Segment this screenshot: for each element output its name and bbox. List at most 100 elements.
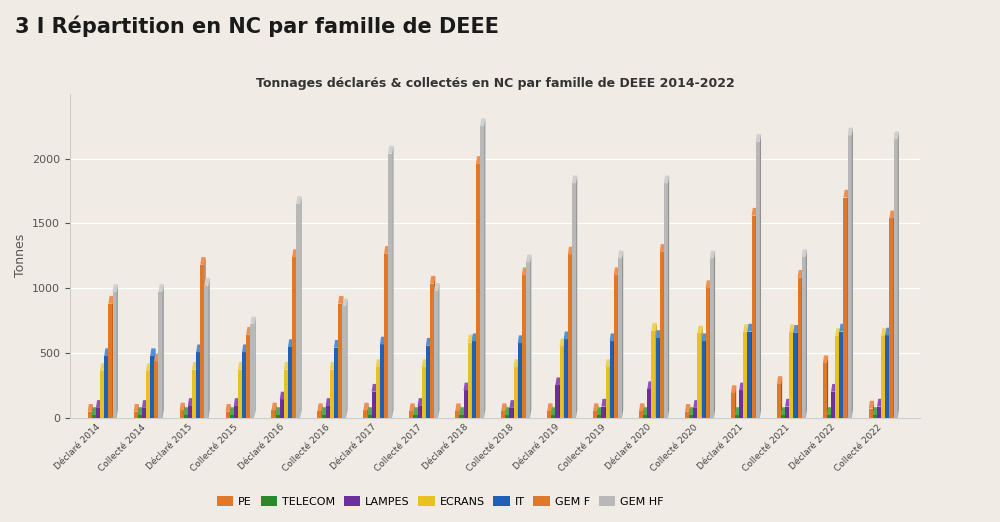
Polygon shape	[342, 296, 343, 418]
Polygon shape	[104, 348, 110, 356]
Polygon shape	[200, 265, 204, 418]
Polygon shape	[777, 376, 782, 384]
Polygon shape	[514, 359, 519, 367]
Polygon shape	[158, 284, 164, 292]
Polygon shape	[839, 331, 843, 418]
Polygon shape	[835, 384, 836, 418]
Polygon shape	[798, 270, 803, 278]
Polygon shape	[372, 392, 376, 418]
Polygon shape	[526, 255, 531, 262]
Polygon shape	[196, 352, 200, 418]
Polygon shape	[685, 404, 690, 412]
Polygon shape	[601, 407, 606, 418]
Polygon shape	[660, 244, 665, 252]
Polygon shape	[138, 407, 143, 415]
Polygon shape	[150, 356, 154, 418]
Polygon shape	[292, 339, 293, 418]
Polygon shape	[138, 404, 139, 418]
Polygon shape	[518, 336, 523, 343]
Polygon shape	[522, 267, 527, 275]
Polygon shape	[384, 337, 385, 418]
Polygon shape	[158, 353, 160, 418]
Polygon shape	[668, 175, 669, 418]
Polygon shape	[188, 398, 193, 406]
Polygon shape	[555, 385, 560, 418]
Polygon shape	[706, 280, 711, 288]
Polygon shape	[250, 327, 251, 418]
Polygon shape	[230, 407, 235, 415]
Polygon shape	[438, 283, 439, 418]
Polygon shape	[384, 246, 389, 254]
Polygon shape	[685, 412, 689, 418]
Polygon shape	[848, 127, 853, 135]
Polygon shape	[823, 355, 828, 363]
Polygon shape	[117, 284, 118, 418]
Polygon shape	[204, 286, 209, 418]
Polygon shape	[743, 324, 749, 332]
Polygon shape	[108, 304, 112, 418]
Polygon shape	[643, 404, 644, 418]
Polygon shape	[693, 408, 697, 418]
Polygon shape	[368, 407, 373, 415]
Polygon shape	[464, 407, 465, 418]
Polygon shape	[158, 292, 163, 418]
Polygon shape	[154, 361, 158, 418]
Polygon shape	[250, 324, 254, 418]
Polygon shape	[180, 402, 185, 410]
Polygon shape	[346, 299, 348, 418]
Polygon shape	[192, 370, 196, 418]
Polygon shape	[112, 296, 114, 418]
Polygon shape	[430, 276, 435, 283]
Polygon shape	[242, 362, 243, 418]
Polygon shape	[835, 336, 839, 418]
Polygon shape	[610, 359, 611, 418]
Polygon shape	[509, 400, 515, 408]
Polygon shape	[100, 363, 105, 371]
Polygon shape	[555, 377, 561, 385]
Polygon shape	[827, 415, 831, 418]
Polygon shape	[242, 345, 247, 352]
Polygon shape	[802, 270, 803, 418]
Polygon shape	[288, 362, 289, 418]
Polygon shape	[831, 392, 835, 418]
Polygon shape	[112, 284, 118, 292]
Polygon shape	[664, 183, 668, 418]
Polygon shape	[468, 335, 473, 342]
Polygon shape	[146, 363, 151, 371]
Polygon shape	[551, 407, 557, 415]
Polygon shape	[873, 407, 878, 415]
Polygon shape	[434, 291, 438, 418]
Polygon shape	[326, 398, 331, 406]
Polygon shape	[372, 384, 377, 392]
Polygon shape	[296, 196, 302, 204]
Polygon shape	[338, 340, 339, 418]
Polygon shape	[204, 257, 206, 418]
Polygon shape	[869, 401, 874, 409]
Polygon shape	[246, 345, 247, 418]
Polygon shape	[618, 258, 622, 418]
Polygon shape	[702, 326, 703, 418]
Polygon shape	[710, 251, 715, 258]
Polygon shape	[606, 399, 607, 418]
Polygon shape	[731, 385, 736, 393]
Polygon shape	[505, 415, 509, 418]
Polygon shape	[284, 392, 285, 418]
Polygon shape	[843, 197, 848, 418]
Polygon shape	[276, 415, 280, 418]
Polygon shape	[154, 353, 160, 361]
Polygon shape	[422, 359, 427, 367]
Polygon shape	[560, 339, 565, 347]
Polygon shape	[530, 255, 531, 418]
Polygon shape	[476, 334, 477, 418]
Y-axis label: Tonnes: Tonnes	[14, 234, 27, 277]
Polygon shape	[480, 126, 484, 418]
Polygon shape	[150, 363, 151, 418]
Polygon shape	[839, 328, 841, 418]
Polygon shape	[714, 251, 715, 418]
Polygon shape	[413, 407, 419, 415]
Polygon shape	[100, 371, 104, 418]
Polygon shape	[564, 331, 569, 339]
Polygon shape	[192, 398, 193, 418]
Polygon shape	[296, 250, 297, 418]
Polygon shape	[647, 382, 653, 389]
